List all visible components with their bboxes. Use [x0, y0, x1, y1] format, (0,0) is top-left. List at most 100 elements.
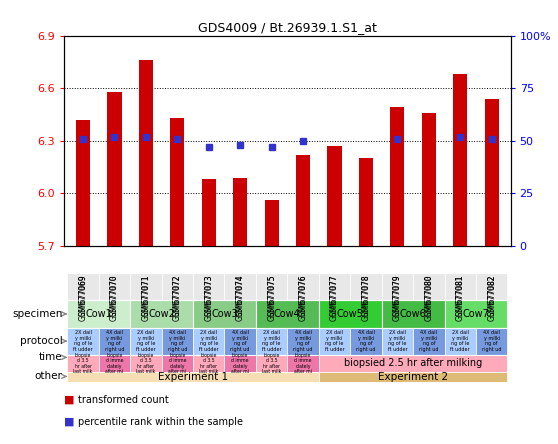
Bar: [328, 146, 341, 246]
Text: GSM677075: GSM677075: [267, 274, 276, 316]
Text: 4X dail
y milki
ng of
right ud: 4X dail y milki ng of right ud: [167, 330, 187, 352]
Bar: [224, 355, 256, 373]
Bar: [256, 328, 287, 355]
Bar: [319, 300, 382, 328]
Text: GSM677071: GSM677071: [141, 274, 151, 316]
Bar: [319, 372, 507, 382]
Bar: [413, 273, 445, 300]
Text: Cow6: Cow6: [400, 309, 426, 319]
Bar: [256, 273, 287, 300]
Text: other: other: [35, 372, 66, 381]
Bar: [233, 178, 247, 246]
Text: specimen: specimen: [12, 309, 66, 319]
Bar: [99, 355, 130, 373]
Text: biopsied 2.5 hr after milking: biopsied 2.5 hr after milking: [344, 358, 482, 369]
Bar: [319, 273, 350, 300]
Text: biopsie
d imme
diately
after mi: biopsie d imme diately after mi: [231, 353, 249, 374]
Text: biopsie
d 3.5
hr after
last milk: biopsie d 3.5 hr after last milk: [136, 353, 156, 374]
Bar: [130, 273, 162, 300]
Bar: [382, 300, 445, 328]
Text: GSM677081: GSM677081: [456, 274, 465, 316]
Text: Cow5: Cow5: [337, 309, 364, 319]
Text: 2X dail
y milki
ng of le
ft udder: 2X dail y milki ng of le ft udder: [73, 330, 93, 352]
Text: Cow7: Cow7: [463, 309, 489, 319]
Bar: [359, 159, 373, 246]
Text: GSM677078: GSM677078: [362, 274, 371, 321]
Bar: [201, 179, 216, 246]
Bar: [256, 300, 319, 328]
Bar: [162, 355, 193, 373]
Bar: [224, 273, 256, 300]
Text: 2X dail
y milki
ng of le
ft udder: 2X dail y milki ng of le ft udder: [199, 330, 219, 352]
Text: biopsie
d imme
diately
after mi: biopsie d imme diately after mi: [294, 353, 312, 374]
Text: percentile rank within the sample: percentile rank within the sample: [78, 417, 243, 427]
Bar: [68, 328, 99, 355]
Bar: [453, 74, 468, 246]
Text: time: time: [39, 353, 66, 362]
Bar: [287, 355, 319, 373]
Text: GSM677076: GSM677076: [299, 274, 307, 316]
Text: 2X dail
y milki
ng of le
ft udder: 2X dail y milki ng of le ft udder: [388, 330, 407, 352]
Text: GSM677080: GSM677080: [424, 274, 434, 321]
Bar: [224, 328, 256, 355]
Text: GSM677072: GSM677072: [173, 274, 182, 321]
Bar: [193, 355, 224, 373]
Bar: [139, 60, 153, 246]
Text: 4X dail
y milki
ng of
right ud: 4X dail y milki ng of right ud: [230, 330, 250, 352]
Text: GSM677077: GSM677077: [330, 274, 339, 321]
Text: GSM677074: GSM677074: [235, 274, 245, 316]
Bar: [193, 328, 224, 355]
Bar: [76, 120, 90, 246]
Bar: [162, 273, 193, 300]
Text: 4X dail
y milki
ng of
right ud: 4X dail y milki ng of right ud: [294, 330, 313, 352]
Bar: [287, 273, 319, 300]
Text: ■: ■: [64, 395, 75, 404]
Title: GDS4009 / Bt.26939.1.S1_at: GDS4009 / Bt.26939.1.S1_at: [198, 21, 377, 34]
Text: 4X dail
y milki
ng of
right ud: 4X dail y milki ng of right ud: [105, 330, 124, 352]
Bar: [382, 273, 413, 300]
Text: ■: ■: [64, 417, 75, 427]
Bar: [319, 355, 507, 373]
Bar: [476, 328, 507, 355]
Text: GSM677079: GSM677079: [393, 274, 402, 316]
Text: 2X dail
y milki
ng of le
ft udder: 2X dail y milki ng of le ft udder: [450, 330, 470, 352]
Bar: [350, 273, 382, 300]
Text: GSM677080: GSM677080: [424, 274, 434, 316]
Bar: [170, 118, 184, 246]
Text: GSM677074: GSM677074: [235, 274, 245, 321]
Bar: [445, 273, 476, 300]
Bar: [256, 355, 287, 373]
Bar: [445, 328, 476, 355]
Bar: [476, 273, 507, 300]
Text: GSM677076: GSM677076: [299, 274, 307, 321]
Text: 2X dail
y milki
ng of le
ft udder: 2X dail y milki ng of le ft udder: [262, 330, 281, 352]
Text: 4X dail
y milki
ng of
right ud: 4X dail y milki ng of right ud: [419, 330, 439, 352]
Bar: [130, 300, 193, 328]
Bar: [68, 273, 99, 300]
Text: Experiment 1: Experiment 1: [158, 372, 228, 382]
Text: GSM677072: GSM677072: [173, 274, 182, 316]
Bar: [382, 328, 413, 355]
Text: GSM677073: GSM677073: [204, 274, 213, 321]
Bar: [296, 155, 310, 246]
Text: GSM677079: GSM677079: [393, 274, 402, 321]
Bar: [107, 91, 122, 246]
Text: biopsie
d imme
diately
after mi: biopsie d imme diately after mi: [169, 353, 186, 374]
Text: 2X dail
y milki
ng of le
ft udder: 2X dail y milki ng of le ft udder: [325, 330, 344, 352]
Bar: [193, 273, 224, 300]
Text: GSM677082: GSM677082: [487, 274, 496, 321]
Bar: [68, 300, 130, 328]
Text: GSM677077: GSM677077: [330, 274, 339, 316]
Bar: [99, 328, 130, 355]
Bar: [445, 300, 507, 328]
Text: biopsie
d 3.5
hr after
last milk: biopsie d 3.5 hr after last milk: [199, 353, 218, 374]
Bar: [485, 99, 499, 246]
Text: GSM677069: GSM677069: [79, 274, 88, 316]
Text: 4X dail
y milki
ng of
right ud: 4X dail y milki ng of right ud: [356, 330, 376, 352]
Bar: [350, 328, 382, 355]
Text: GSM677075: GSM677075: [267, 274, 276, 321]
Bar: [413, 328, 445, 355]
Text: transformed count: transformed count: [78, 395, 169, 404]
Bar: [193, 300, 256, 328]
Text: GSM677081: GSM677081: [456, 274, 465, 321]
